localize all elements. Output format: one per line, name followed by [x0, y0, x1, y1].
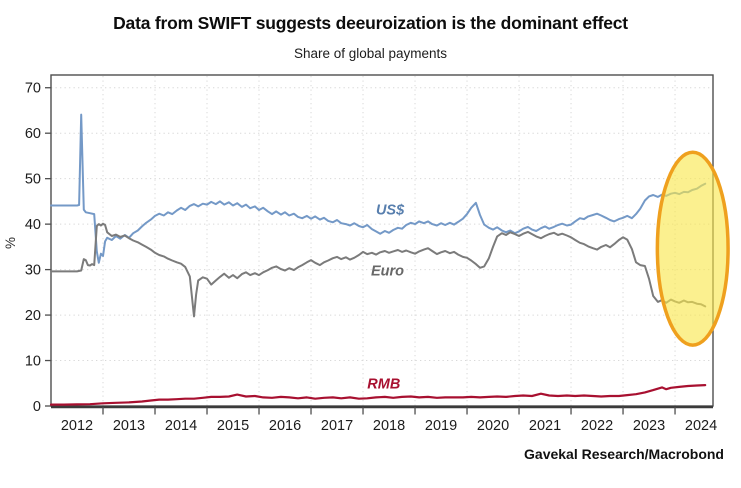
y-gridlines — [51, 87, 713, 362]
svg-text:2017: 2017 — [321, 418, 353, 434]
svg-text:2016: 2016 — [269, 418, 301, 434]
series-label-rmb: RMB — [367, 377, 400, 393]
svg-text:%: % — [3, 237, 18, 249]
source-credit: Gavekal Research/Macrobond — [524, 446, 724, 462]
series-rmb-line — [49, 384, 707, 406]
svg-text:70: 70 — [25, 81, 41, 97]
svg-text:2018: 2018 — [373, 418, 405, 434]
chart-subtitle: Share of global payments — [293, 46, 448, 61]
svg-text:40: 40 — [25, 217, 41, 233]
series-us-dollar-line — [50, 113, 707, 264]
svg-text:2012: 2012 — [61, 418, 93, 434]
svg-text:2022: 2022 — [581, 418, 613, 434]
svg-text:0: 0 — [33, 399, 41, 415]
svg-text:50: 50 — [25, 172, 41, 188]
x-axis-labels: 2012 2013 2014 2015 2016 2017 2018 2019 2020 2021… — [61, 407, 717, 434]
svg-text:60: 60 — [25, 126, 41, 142]
svg-text:2013: 2013 — [113, 418, 145, 434]
svg-text:10: 10 — [25, 354, 41, 370]
series-euro-line — [50, 222, 707, 318]
svg-text:30: 30 — [25, 263, 41, 279]
highlight-ellipse — [655, 150, 730, 347]
svg-text:US$: US$ — [376, 203, 405, 219]
y-axis-labels: 0 10 20 30 40 50 60 70 — [25, 81, 51, 415]
svg-text:Euro: Euro — [371, 264, 404, 280]
axes — [50, 74, 714, 409]
svg-text:2023: 2023 — [633, 418, 665, 434]
svg-text:RMB: RMB — [367, 377, 400, 393]
svg-text:2014: 2014 — [165, 418, 197, 434]
series-label-us-dollar: US$ — [376, 203, 405, 219]
x-gridlines — [102, 76, 676, 406]
y-axis-unit-label: % — [3, 237, 18, 249]
series-label-euro: Euro — [371, 264, 404, 280]
chart-title: Data from SWIFT suggests deeuroization i… — [113, 13, 628, 33]
svg-text:20: 20 — [25, 308, 41, 324]
svg-text:2021: 2021 — [529, 418, 561, 434]
svg-text:2024: 2024 — [685, 418, 717, 434]
svg-text:2019: 2019 — [425, 418, 457, 434]
svg-text:2020: 2020 — [477, 418, 509, 434]
svg-text:2015: 2015 — [217, 418, 249, 434]
